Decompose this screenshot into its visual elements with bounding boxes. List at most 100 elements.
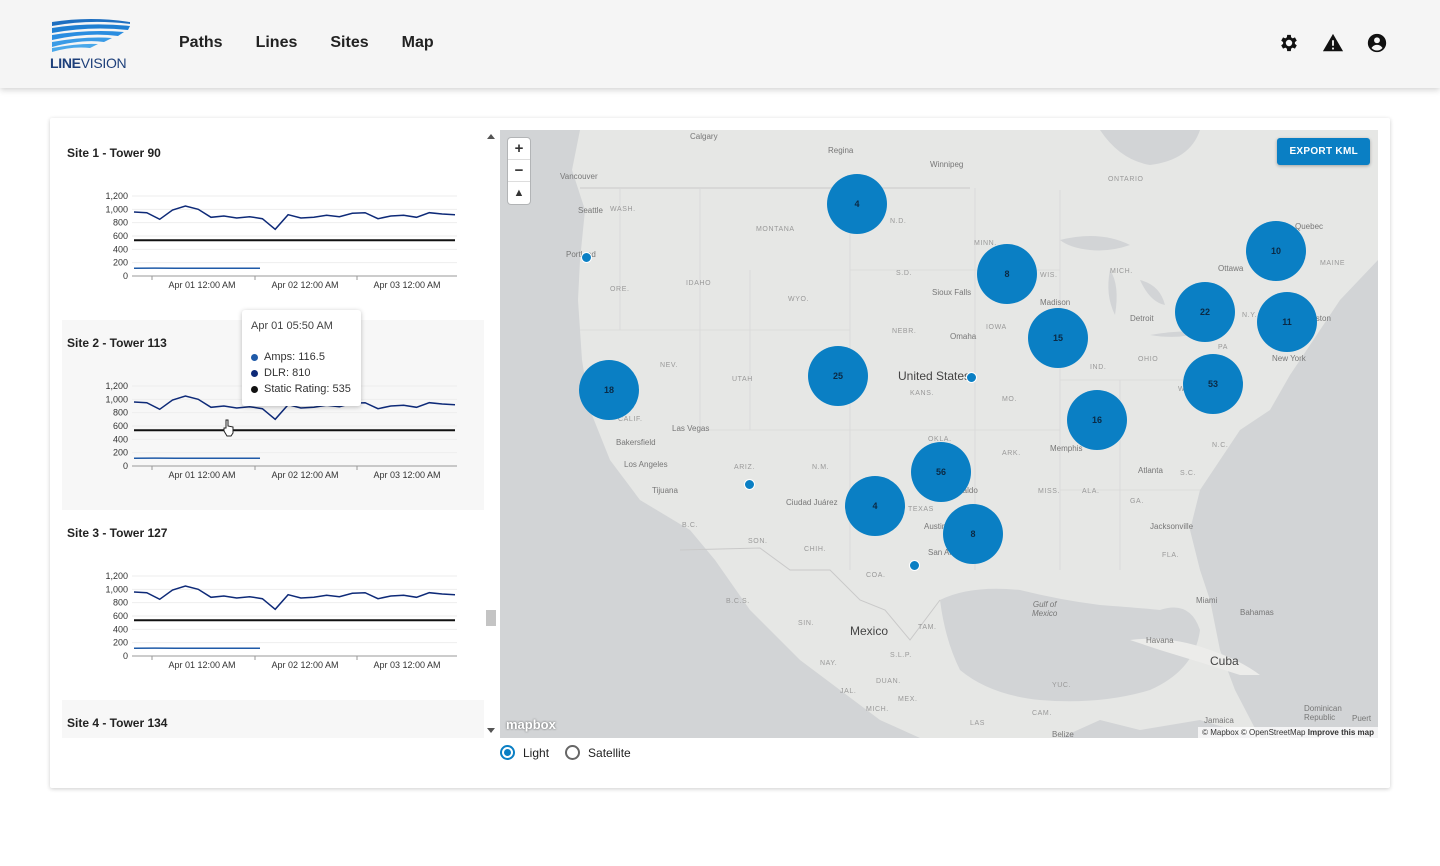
radio-icon[interactable]: [565, 745, 581, 760]
map-label: N.D.: [890, 218, 907, 225]
map-label: Tijuana: [652, 486, 678, 495]
site-marker[interactable]: [966, 372, 977, 383]
map-label: Miami: [1196, 596, 1218, 605]
tooltip-dlr: DLR: 810: [251, 367, 310, 379]
map-label: Dominican Republic: [1304, 704, 1342, 722]
map-label: Winnipeg: [930, 160, 964, 169]
site-cluster[interactable]: 4: [845, 476, 905, 536]
site-cluster[interactable]: 8: [943, 504, 1003, 564]
x-tick-label: Apr 01 12:00 AM: [168, 470, 235, 480]
radio-icon[interactable]: [500, 745, 515, 760]
site-marker[interactable]: [909, 560, 920, 571]
map-label: YUC.: [1052, 682, 1072, 689]
map-label: Ottawa: [1218, 264, 1244, 273]
map-label: B.C.: [682, 522, 699, 529]
improve-map-link[interactable]: Improve this map: [1307, 728, 1374, 737]
map-label: MISS.: [1038, 488, 1061, 495]
map-label: Bakersfield: [616, 438, 656, 447]
map-label: S.L.P.: [890, 652, 912, 659]
site-cluster[interactable]: 16: [1067, 390, 1127, 450]
scroll-down-arrow-icon[interactable]: [487, 728, 495, 733]
map-label: Gulf of Mexico: [1032, 600, 1058, 618]
map-label: OKLA.: [928, 436, 952, 443]
y-tick-label: 800: [113, 408, 128, 418]
sites-scrollbar[interactable]: [484, 130, 498, 738]
site-cluster[interactable]: 4: [827, 174, 887, 234]
y-tick-label: 200: [113, 258, 128, 268]
map-label: ALA.: [1082, 488, 1100, 495]
x-tick-label: Apr 03 12:00 AM: [373, 660, 440, 670]
map-label: JAL.: [840, 688, 857, 695]
linevision-logo[interactable]: LINEVISION: [50, 18, 134, 71]
map-label: Calgary: [690, 132, 718, 141]
site-cluster[interactable]: 15: [1028, 308, 1088, 368]
x-tick-label: Apr 01 12:00 AM: [168, 280, 235, 290]
zoom-out-button[interactable]: −: [508, 160, 530, 182]
scroll-thumb[interactable]: [486, 610, 496, 626]
account-icon[interactable]: [1366, 32, 1388, 54]
y-tick-label: 1,200: [105, 571, 128, 581]
scroll-up-arrow-icon[interactable]: [487, 134, 495, 139]
map-label: SON.: [748, 538, 768, 545]
y-tick-label: 400: [113, 244, 128, 254]
radio-label: Light: [523, 745, 550, 760]
attribution-text[interactable]: © Mapbox © OpenStreetMap: [1202, 728, 1306, 737]
map-label: Omaha: [950, 332, 977, 341]
map-label: MAINE: [1320, 260, 1346, 267]
site-cluster[interactable]: 22: [1175, 282, 1235, 342]
nav-lines[interactable]: Lines: [255, 34, 298, 51]
sites-map[interactable]: Calgary Regina Winnipeg ONTARIO Vancouve…: [500, 130, 1378, 738]
gear-icon[interactable]: [1278, 32, 1300, 54]
basemap-satellite-option[interactable]: Satellite: [565, 745, 631, 760]
logo-mark-icon: [52, 19, 130, 52]
map-label: MICH.: [866, 706, 889, 713]
site-cluster[interactable]: 8: [977, 244, 1037, 304]
map-label: Las Vegas: [672, 424, 710, 433]
site-chart: 1,200 1,000 800 600 400 200 0 Apr 01 12:00 AM Ap…: [105, 191, 457, 290]
warning-icon[interactable]: [1322, 32, 1344, 54]
basemap-light-option[interactable]: Light: [500, 745, 549, 760]
site-cluster[interactable]: 10: [1246, 221, 1306, 281]
map-label: ARK.: [1002, 450, 1021, 457]
site-cluster[interactable]: 56: [911, 442, 971, 502]
map-label: ONTARIO: [1108, 176, 1144, 183]
tooltip-static: Static Rating: 535: [251, 383, 351, 395]
site-cluster[interactable]: 53: [1183, 354, 1243, 414]
zoom-in-button[interactable]: +: [508, 138, 530, 160]
nav-paths[interactable]: Paths: [179, 34, 223, 51]
map-label: Quebec: [1295, 222, 1324, 231]
compass-icon[interactable]: ▲: [513, 187, 525, 199]
map-label: Regina: [828, 146, 854, 155]
site-cluster[interactable]: 11: [1257, 292, 1317, 352]
site-chart-4[interactable]: Site 4 - Tower 134: [62, 700, 484, 738]
x-tick-label: Apr 03 12:00 AM: [373, 280, 440, 290]
map-label: WASH.: [610, 206, 636, 213]
map-basemap: [500, 130, 1378, 738]
map-label: OHIO: [1138, 356, 1159, 363]
export-kml-button[interactable]: EXPORT KML: [1277, 138, 1370, 165]
y-tick-label: 400: [113, 624, 128, 634]
site-marker[interactable]: [581, 252, 592, 263]
map-label: S.D.: [896, 270, 913, 277]
site-chart-1[interactable]: Site 1 - Tower 90 1,200 1,000 800 600 400 200…: [62, 130, 484, 320]
map-label: Detroit: [1130, 314, 1154, 323]
site-cluster[interactable]: 18: [579, 360, 639, 420]
chart-tooltip: Apr 01 05:50 AM Amps: 116.5 DLR: 810 Sta…: [242, 310, 361, 406]
site-marker[interactable]: [744, 479, 755, 490]
site-chart-3[interactable]: Site 3 - Tower 127 1,200 1,000 800 600 400 20…: [62, 510, 484, 700]
basemap-toggle: Light Satellite: [500, 745, 647, 760]
y-tick-label: 400: [113, 434, 128, 444]
map-label: Atlanta: [1138, 466, 1163, 475]
mapbox-logo[interactable]: mapbox: [506, 717, 556, 732]
main-nav: Paths Lines Sites Map: [179, 34, 467, 52]
map-label: SIN.: [798, 620, 815, 627]
nav-sites[interactable]: Sites: [330, 34, 369, 51]
map-label: IOWA: [986, 324, 1007, 331]
map-label: MEX.: [898, 696, 918, 703]
y-tick-label: 1,200: [105, 381, 128, 391]
map-label: WIS.: [1040, 272, 1058, 279]
map-label: MINN.: [974, 240, 997, 247]
nav-map[interactable]: Map: [401, 34, 434, 51]
site-cluster[interactable]: 25: [808, 346, 868, 406]
y-tick-label: 600: [113, 611, 128, 621]
